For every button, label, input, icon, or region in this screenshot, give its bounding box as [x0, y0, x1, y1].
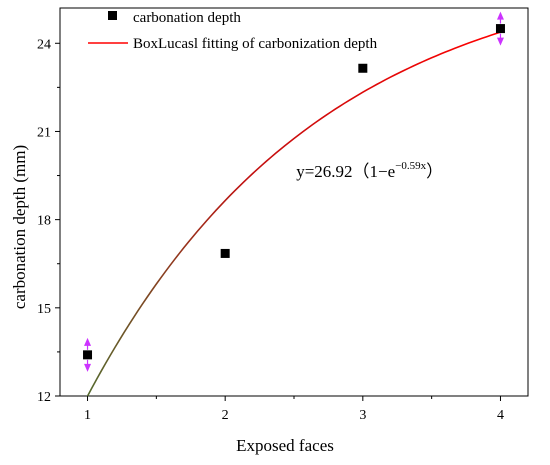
data-point-4 [495, 24, 505, 34]
y-axis-title: carbonation depth (mm) [10, 145, 29, 309]
error-marker-down-0 [84, 363, 92, 372]
data-point-1 [83, 350, 93, 360]
error-marker-down-1 [496, 37, 504, 46]
x-tick-label-1: 1 [84, 408, 91, 423]
error-markers-layer [84, 11, 504, 372]
error-marker-up-0 [84, 337, 92, 346]
y-tick-label-24: 24 [37, 37, 51, 52]
plot-border [59, 7, 529, 397]
error-marker-up-1 [496, 11, 504, 20]
equation-exponent: −0.59x [395, 160, 426, 172]
legend-label-line: BoxLucasl fitting of carbonization depth [133, 36, 378, 52]
y-tick-label-18: 18 [37, 214, 51, 229]
x-tick-label-3: 3 [359, 408, 366, 423]
x-axis-title: Exposed faces [236, 436, 334, 455]
fit-line-layer [86, 31, 501, 397]
x-axis: 1 2 3 4 [84, 396, 504, 423]
y-tick-label-15: 15 [37, 302, 51, 317]
points-layer [83, 24, 505, 360]
equation-suffix: ） [426, 162, 443, 181]
legend: carbonation depth BoxLucasl fitting of c… [88, 10, 378, 52]
plot-frame [59, 7, 529, 397]
legend-marker-scatter [108, 11, 117, 20]
fit-equation-annotation: y=26.92（1−e−0.59x） [296, 160, 443, 181]
y-tick-label-21: 21 [37, 125, 51, 140]
x-tick-label-2: 2 [222, 408, 229, 423]
legend-label-scatter: carbonation depth [133, 10, 241, 26]
data-point-3 [358, 63, 368, 73]
fit-curve-line [86, 31, 501, 397]
y-axis: 12 15 18 21 24 [37, 37, 60, 405]
x-tick-label-4: 4 [497, 408, 504, 423]
data-point-2 [220, 248, 230, 258]
y-tick-label-12: 12 [37, 390, 51, 405]
equation-prefix: y=26.92（1−e [296, 162, 395, 181]
